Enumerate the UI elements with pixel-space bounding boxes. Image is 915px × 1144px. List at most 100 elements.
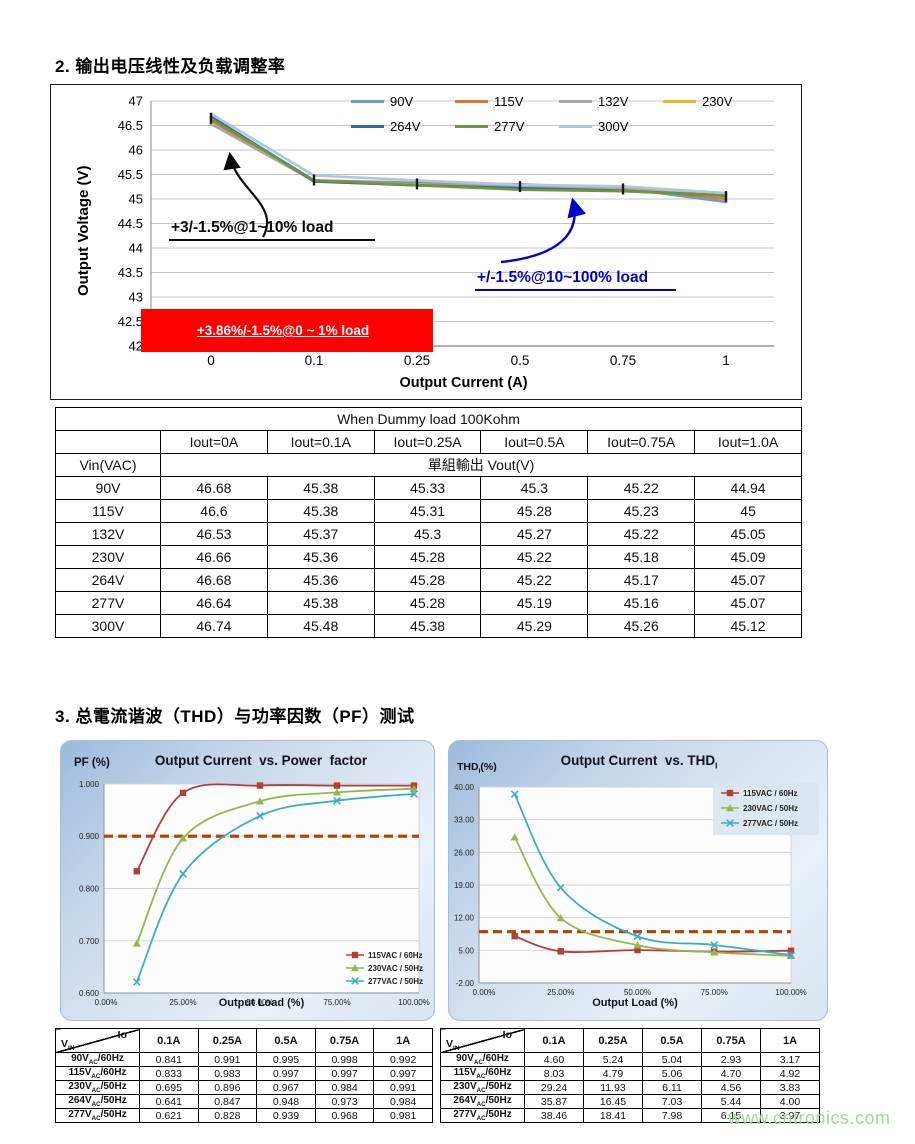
svg-text:75.00%: 75.00% bbox=[323, 998, 350, 1007]
vout-value-cell: 45 bbox=[694, 499, 802, 523]
vin-cell: 132V bbox=[55, 522, 161, 546]
vout-value-cell: 45.31 bbox=[373, 499, 482, 523]
svg-text:46.5: 46.5 bbox=[118, 118, 143, 133]
value-cell: 16.45 bbox=[583, 1094, 643, 1109]
vout-value-cell: 45.3 bbox=[480, 476, 589, 500]
vout-value-cell: 46.66 bbox=[160, 545, 268, 569]
svg-text:0.00%: 0.00% bbox=[473, 988, 496, 997]
legend-label: 264V bbox=[390, 119, 421, 134]
vout-line-chart: 47 46.5 46 45.5 45 44.5 44 43.5 43 42.5 42 0 0.1 0.25… bbox=[118, 94, 774, 368]
value-cell: 0.997 bbox=[373, 1066, 433, 1081]
svg-text:230VAC / 50Hz: 230VAC / 50Hz bbox=[368, 964, 423, 973]
vout-value-cell: 45.38 bbox=[266, 476, 375, 500]
vout-value-cell: 46.53 bbox=[160, 522, 268, 546]
svg-text:277VAC / 50Hz: 277VAC / 50Hz bbox=[743, 819, 798, 828]
svg-text:115VAC / 60Hz: 115VAC / 60Hz bbox=[368, 951, 423, 960]
vout-value-cell: 45.48 bbox=[266, 614, 375, 638]
svg-text:42: 42 bbox=[129, 339, 143, 354]
corner-io-label: Io bbox=[117, 1029, 127, 1041]
legend-label: 90V bbox=[390, 94, 414, 109]
mini-table-row: 264VAC/50Hz 35.87 16.45 7.03 5.44 4.00 bbox=[440, 1094, 820, 1109]
thd-table-header-row: Io VIN 0.1A 0.25A 0.5A 0.75A 1A bbox=[440, 1028, 820, 1053]
vout-value-cell: 45.29 bbox=[480, 614, 589, 638]
vout-value-cell: 45.3 bbox=[373, 522, 482, 546]
mini-col-header: 1A bbox=[373, 1028, 433, 1053]
svg-text:26.00: 26.00 bbox=[454, 848, 475, 857]
svg-text:0.00%: 0.00% bbox=[95, 998, 118, 1007]
vout-value-cell: 45.09 bbox=[694, 545, 802, 569]
svg-text:40.00: 40.00 bbox=[454, 783, 475, 792]
pf-table: Io VIN 0.1A 0.25A 0.5A 0.75A 1A 90VAC/60Hz 0.… bbox=[55, 1028, 433, 1123]
vout-value-cell: 45.28 bbox=[373, 545, 482, 569]
thd-table: Io VIN 0.1A 0.25A 0.5A 0.75A 1A 90VAC/60Hz 4.… bbox=[440, 1028, 820, 1123]
svg-text:12.00: 12.00 bbox=[454, 914, 475, 923]
annotation-zero-load: +3.86%/-1.5%@0 ~ 1% load bbox=[141, 309, 433, 352]
thd-line-chart: 40.00 33.00 26.00 19.00 12.00 5.00 -2.000.00% 2… bbox=[454, 783, 819, 997]
value-cell: 0.621 bbox=[139, 1108, 199, 1123]
value-cell: 35.87 bbox=[524, 1094, 584, 1109]
svg-text:75.00%: 75.00% bbox=[701, 988, 728, 997]
vout-y-axis-title: Output Voltage (V) bbox=[75, 165, 92, 296]
vout-table-caption: When Dummy load 100Kohm bbox=[55, 407, 802, 431]
vout-table-subheader-row: Vin(VAC) 單組輸出 Vout(V) bbox=[55, 453, 802, 477]
mini-col-header: 0.5A bbox=[256, 1028, 316, 1053]
thd-x-axis-title: Output Load (%) bbox=[592, 997, 678, 1009]
vout-value-cell: 44.94 bbox=[694, 476, 802, 500]
vout-value-cell: 45.28 bbox=[373, 591, 482, 615]
corner-vin-label: VIN bbox=[446, 1037, 460, 1052]
value-cell: 4.92 bbox=[760, 1066, 820, 1081]
vout-merged-header: 單組輸出 Vout(V) bbox=[160, 453, 802, 477]
svg-text:100.00%: 100.00% bbox=[398, 998, 430, 1007]
mini-col-header: 0.5A bbox=[642, 1028, 702, 1053]
value-cell: 0.991 bbox=[197, 1052, 258, 1067]
value-cell: 11.93 bbox=[583, 1080, 643, 1095]
value-cell: 0.695 bbox=[139, 1080, 199, 1095]
value-cell: 0.984 bbox=[314, 1080, 375, 1095]
vout-table-row: 115V 46.6 45.38 45.31 45.28 45.23 45 bbox=[55, 499, 802, 523]
svg-text:115VAC / 60Hz: 115VAC / 60Hz bbox=[743, 789, 798, 798]
mini-col-header: 0.1A bbox=[524, 1028, 584, 1053]
mini-col-header: 0.75A bbox=[701, 1028, 761, 1053]
value-cell: 5.04 bbox=[642, 1052, 702, 1067]
vout-value-cell: 45.07 bbox=[694, 591, 802, 615]
annotation-low-load-text: +3/-1.5%@1~10% load bbox=[171, 219, 334, 236]
svg-text:0.700: 0.700 bbox=[79, 937, 100, 946]
vout-value-cell: 45.36 bbox=[266, 545, 375, 569]
svg-text:1.000: 1.000 bbox=[79, 780, 100, 789]
vin-cell: 115V bbox=[55, 499, 161, 523]
value-cell: 29.24 bbox=[524, 1080, 584, 1095]
svg-text:0.25: 0.25 bbox=[404, 353, 430, 368]
mini-col-header: 0.1A bbox=[139, 1028, 199, 1053]
vout-col-header: Iout=0.5A bbox=[480, 430, 589, 454]
svg-text:25.00%: 25.00% bbox=[169, 998, 196, 1007]
vin-row-label: 230VAC/50Hz bbox=[440, 1080, 525, 1095]
vout-value-cell: 46.68 bbox=[160, 476, 268, 500]
vout-value-cell: 45.22 bbox=[480, 568, 589, 592]
legend-swatch bbox=[455, 99, 488, 104]
vin-row-label: 115VAC/60Hz bbox=[440, 1066, 525, 1081]
thd-chart-title-text: Output Current vs. THD bbox=[560, 753, 716, 768]
vin-cell: 230V bbox=[55, 545, 161, 569]
section3-title: 3. 总電流谐波（THD）与功率因数（PF）测试 bbox=[55, 707, 415, 726]
mini-table-row: 90VAC/60Hz 0.841 0.991 0.995 0.998 0.992 bbox=[55, 1052, 433, 1067]
vout-value-cell: 45.26 bbox=[587, 614, 696, 638]
vin-row-label: 115VAC/60Hz bbox=[55, 1066, 140, 1081]
value-cell: 5.24 bbox=[583, 1052, 643, 1067]
thd-y-axis-title: THDI(%) bbox=[457, 761, 497, 775]
svg-text:0.600: 0.600 bbox=[79, 989, 100, 998]
vout-chart-panel: 47 46.5 46 45.5 45 44.5 44 43.5 43 42.5 42 0 0.1 0.25… bbox=[50, 84, 802, 400]
vout-chart-legend: 90V 115V 132V 230V 264V 277V 300V bbox=[351, 94, 767, 134]
vout-value-cell: 45.23 bbox=[587, 499, 696, 523]
value-cell: 0.998 bbox=[314, 1052, 375, 1067]
annotation-low-load: +3/-1.5%@1~10% load bbox=[169, 219, 376, 241]
value-cell: 8.03 bbox=[524, 1066, 584, 1081]
vin-row-label: 230VAC/50Hz bbox=[55, 1080, 140, 1095]
svg-text:1: 1 bbox=[722, 353, 730, 368]
value-cell: 0.847 bbox=[197, 1094, 258, 1109]
pf-table-header-row: Io VIN 0.1A 0.25A 0.5A 0.75A 1A bbox=[55, 1028, 433, 1053]
value-cell: 4.79 bbox=[583, 1066, 643, 1081]
mini-table-row: 277VAC/50Hz 0.621 0.828 0.939 0.968 0.981 bbox=[55, 1108, 433, 1123]
vin-row-label: 90VAC/60Hz bbox=[55, 1052, 140, 1067]
mini-table-row: 230VAC/50Hz 0.695 0.896 0.967 0.984 0.991 bbox=[55, 1080, 433, 1095]
vout-value-cell: 45.22 bbox=[480, 545, 589, 569]
